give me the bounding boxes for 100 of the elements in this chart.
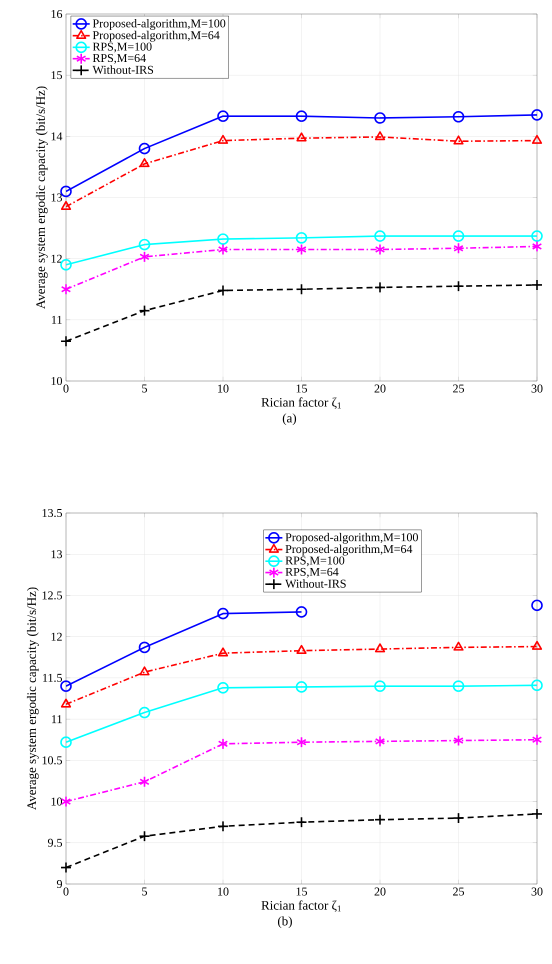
- point: [453, 242, 464, 254]
- legend-label: RPS,M=64: [92, 54, 146, 64]
- point: [532, 640, 542, 650]
- y-tick-label: 13: [52, 550, 62, 558]
- point: [296, 132, 307, 142]
- x-tick-label: 5: [142, 888, 148, 896]
- point: [60, 698, 72, 708]
- y-tick-label: 10.5: [42, 756, 62, 764]
- point: [60, 259, 72, 271]
- x-axis-title: Rician factor ζ$_{1}$: [261, 397, 341, 409]
- point: [60, 680, 72, 692]
- point: [374, 244, 386, 256]
- x-tick-label: 10: [218, 384, 229, 393]
- point: [218, 647, 228, 656]
- point: [452, 812, 464, 824]
- point: [296, 244, 307, 256]
- y-tick-label: 15: [52, 71, 62, 80]
- point: [452, 110, 464, 123]
- x-tick-label: 10: [218, 888, 229, 896]
- point: [296, 736, 307, 748]
- point: [374, 680, 386, 692]
- point: [452, 680, 464, 692]
- point: [139, 776, 150, 788]
- point: [138, 304, 150, 316]
- point: [531, 279, 543, 291]
- y-tick-label: 10: [52, 798, 62, 806]
- x-axis-title: Rician factor ζ$_{1}$: [261, 900, 341, 912]
- y-tick-label: 9.5: [48, 838, 62, 847]
- x-tick-label: 0: [63, 384, 69, 393]
- point: [60, 200, 72, 210]
- point: [453, 135, 464, 145]
- point: [452, 280, 464, 292]
- x-tick-label: 0: [63, 888, 69, 896]
- point: [139, 158, 150, 168]
- point: [296, 606, 308, 618]
- x-tick-label: 5: [142, 384, 148, 392]
- legend-label: Proposed-algorithm,M=64: [286, 544, 412, 556]
- y-axis-title: Average system ergodic capacity (bit/s/Hz): [36, 86, 48, 309]
- x-tick-label: 20: [374, 888, 386, 896]
- point: [139, 251, 150, 263]
- point: [138, 830, 150, 842]
- legend-label: RPS,M=64: [286, 568, 339, 578]
- point: [217, 233, 229, 245]
- y-tick-label: 16: [52, 10, 62, 18]
- x-tick-label: 15: [296, 888, 308, 896]
- text: (b): [278, 916, 292, 928]
- y-axis-title: Average system ergodic capacity (bit/s/Hz): [26, 587, 39, 810]
- y-tick-label: 12.5: [42, 591, 62, 600]
- point: [60, 736, 72, 748]
- point: [217, 284, 229, 296]
- y-tick-label: 9: [56, 880, 62, 888]
- point: [296, 816, 308, 828]
- legend-label: RPS,M=100: [92, 42, 152, 52]
- x-tick-label: 15: [296, 384, 308, 393]
- point: [532, 134, 542, 144]
- point: [532, 734, 542, 746]
- legend-label: Without-IRS: [92, 65, 154, 74]
- x-tick-label: 25: [453, 384, 464, 393]
- point: [374, 230, 386, 242]
- legend-label: RPS,M=100: [286, 556, 344, 566]
- point: [60, 283, 72, 296]
- legend-label: Proposed-algorithm,M=100: [92, 19, 226, 30]
- legend-label: Proposed-algorithm,M=64: [92, 30, 220, 42]
- point: [217, 682, 229, 694]
- point: [296, 110, 308, 122]
- text: (a): [282, 413, 296, 426]
- point: [60, 335, 72, 348]
- point: [453, 734, 464, 746]
- y-tick-label: 11: [52, 715, 62, 724]
- point: [60, 862, 72, 874]
- point: [60, 796, 72, 808]
- y-tick-label: 14: [52, 132, 62, 140]
- point: [296, 644, 307, 654]
- point: [532, 240, 542, 252]
- point: [138, 142, 150, 154]
- legend-label: Proposed-algorithm,M=100: [286, 532, 418, 544]
- point: [138, 706, 150, 718]
- point: [531, 600, 543, 612]
- point: [374, 282, 386, 294]
- point: [218, 244, 228, 256]
- point: [296, 681, 308, 693]
- point: [138, 238, 150, 250]
- point: [453, 642, 464, 651]
- point: [217, 110, 229, 122]
- point: [374, 131, 386, 140]
- y-tick-label: 13.5: [42, 508, 62, 518]
- y-tick-label: 10: [52, 376, 62, 386]
- point: [217, 820, 229, 832]
- point: [218, 134, 228, 144]
- x-tick-label: 20: [374, 384, 386, 393]
- point: [374, 643, 386, 652]
- point: [217, 608, 229, 620]
- x-tick-label: 30: [532, 888, 543, 896]
- point: [374, 736, 386, 748]
- point: [296, 232, 308, 244]
- x-tick-label: 30: [532, 384, 543, 393]
- point: [139, 666, 150, 676]
- point: [531, 680, 543, 692]
- y-tick-label: 11: [52, 316, 62, 324]
- y-tick-label: 11.5: [43, 674, 62, 682]
